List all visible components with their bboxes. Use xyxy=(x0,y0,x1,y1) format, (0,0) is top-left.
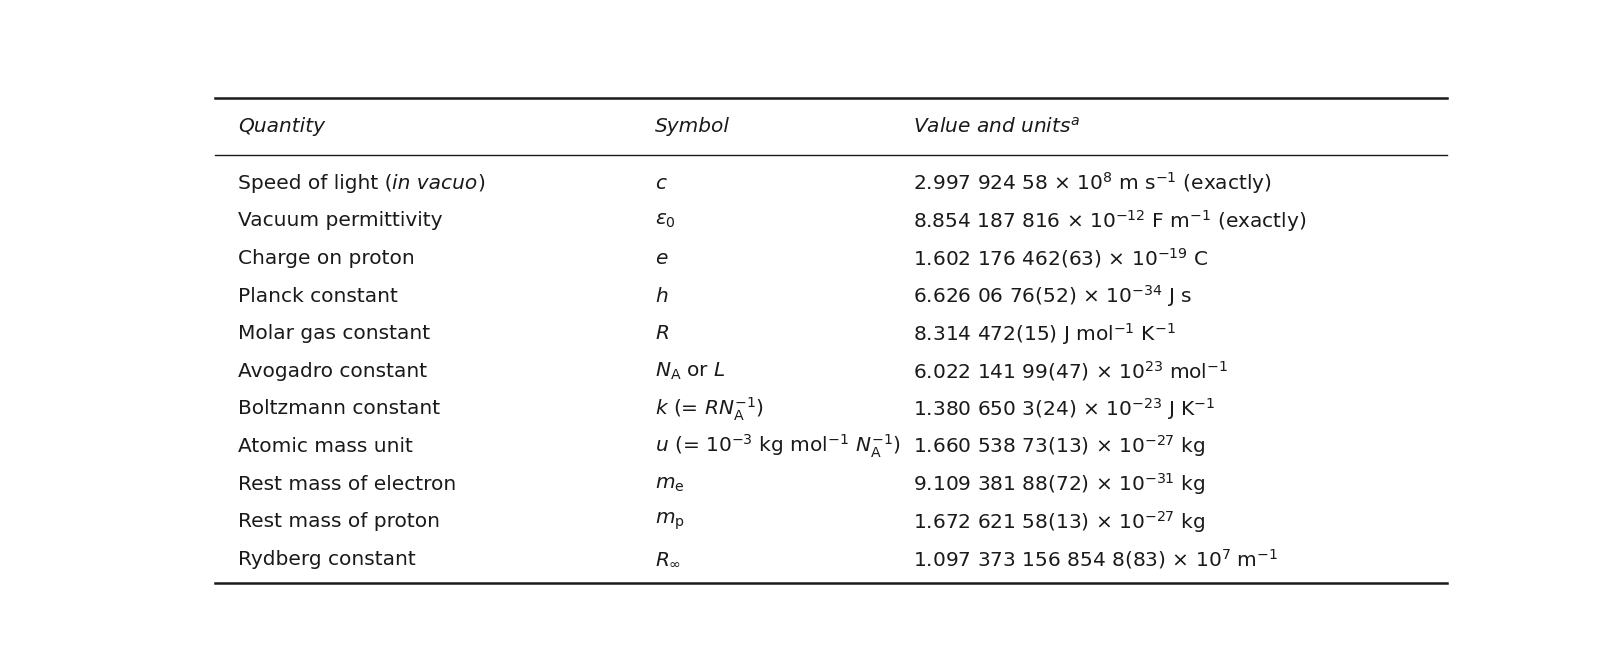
Text: 9.109 381 88(72) $\times$ 10$^{-31}$ kg: 9.109 381 88(72) $\times$ 10$^{-31}$ kg xyxy=(913,471,1205,497)
Text: 1.380 650 3(24) $\times$ 10$^{-23}$ J K$^{-1}$: 1.380 650 3(24) $\times$ 10$^{-23}$ J K$… xyxy=(913,396,1215,422)
Text: 8.314 472(15) J mol$^{-1}$ K$^{-1}$: 8.314 472(15) J mol$^{-1}$ K$^{-1}$ xyxy=(913,320,1176,347)
Text: Symbol: Symbol xyxy=(655,117,730,136)
Text: 2.997 924 58 $\times$ 10$^{8}$ m s$^{-1}$ (exactly): 2.997 924 58 $\times$ 10$^{8}$ m s$^{-1}… xyxy=(913,171,1272,196)
Text: $m_{\rm e}$: $m_{\rm e}$ xyxy=(655,474,684,494)
Text: $N_{\rm A}$ or $L$: $N_{\rm A}$ or $L$ xyxy=(655,361,727,382)
Text: Avogadro constant: Avogadro constant xyxy=(238,362,427,381)
Text: Rest mass of proton: Rest mass of proton xyxy=(238,512,440,531)
Text: $c$: $c$ xyxy=(655,174,668,193)
Text: Quantity: Quantity xyxy=(238,117,324,136)
Text: Speed of light (: Speed of light ( xyxy=(238,174,393,193)
Text: Rydberg constant: Rydberg constant xyxy=(238,550,415,569)
Text: ): ) xyxy=(478,174,485,193)
Text: 1.672 621 58(13) $\times$ 10$^{-27}$ kg: 1.672 621 58(13) $\times$ 10$^{-27}$ kg xyxy=(913,509,1205,535)
Text: Boltzmann constant: Boltzmann constant xyxy=(238,399,440,418)
Text: Rest mass of electron: Rest mass of electron xyxy=(238,474,456,494)
Text: $h$: $h$ xyxy=(655,286,668,306)
Text: $e$: $e$ xyxy=(655,249,668,268)
Text: 6.022 141 99(47) $\times$ 10$^{23}$ mol$^{-1}$: 6.022 141 99(47) $\times$ 10$^{23}$ mol$… xyxy=(913,359,1228,383)
Text: Value and units$\mathregular{^a}$: Value and units$\mathregular{^a}$ xyxy=(913,116,1080,136)
Text: in vacuo: in vacuo xyxy=(393,174,478,193)
Text: 1.097 373 156 854 8(83) $\times$ 10$^{7}$ m$^{-1}$: 1.097 373 156 854 8(83) $\times$ 10$^{7}… xyxy=(913,547,1278,571)
Text: 1.602 176 462(63) $\times$ 10$^{-19}$ C: 1.602 176 462(63) $\times$ 10$^{-19}$ C xyxy=(913,247,1208,270)
Text: $m_{\rm p}$: $m_{\rm p}$ xyxy=(655,511,684,533)
Text: Charge on proton: Charge on proton xyxy=(238,249,415,268)
Text: Vacuum permittivity: Vacuum permittivity xyxy=(238,211,443,230)
Text: $R_\infty$: $R_\infty$ xyxy=(655,550,681,569)
Text: $R$: $R$ xyxy=(655,324,670,343)
Text: Atomic mass unit: Atomic mass unit xyxy=(238,437,414,456)
Text: $u$ (= 10$^{-3}$ kg mol$^{-1}$ $N_{\rm A}^{-1}$): $u$ (= 10$^{-3}$ kg mol$^{-1}$ $N_{\rm A… xyxy=(655,433,902,460)
Text: $k$ (= $RN_{\rm A}^{-1}$): $k$ (= $RN_{\rm A}^{-1}$) xyxy=(655,395,764,423)
Text: 6.626 06 76(52) $\times$ 10$^{-34}$ J s: 6.626 06 76(52) $\times$ 10$^{-34}$ J s xyxy=(913,283,1192,309)
Text: Planck constant: Planck constant xyxy=(238,286,397,306)
Text: 1.660 538 73(13) $\times$ 10$^{-27}$ kg: 1.660 538 73(13) $\times$ 10$^{-27}$ kg xyxy=(913,434,1205,460)
Text: $\varepsilon_0$: $\varepsilon_0$ xyxy=(655,211,676,230)
Text: 8.854 187 816 $\times$ 10$^{-12}$ F m$^{-1}$ (exactly): 8.854 187 816 $\times$ 10$^{-12}$ F m$^{… xyxy=(913,208,1306,234)
Text: Molar gas constant: Molar gas constant xyxy=(238,324,430,343)
